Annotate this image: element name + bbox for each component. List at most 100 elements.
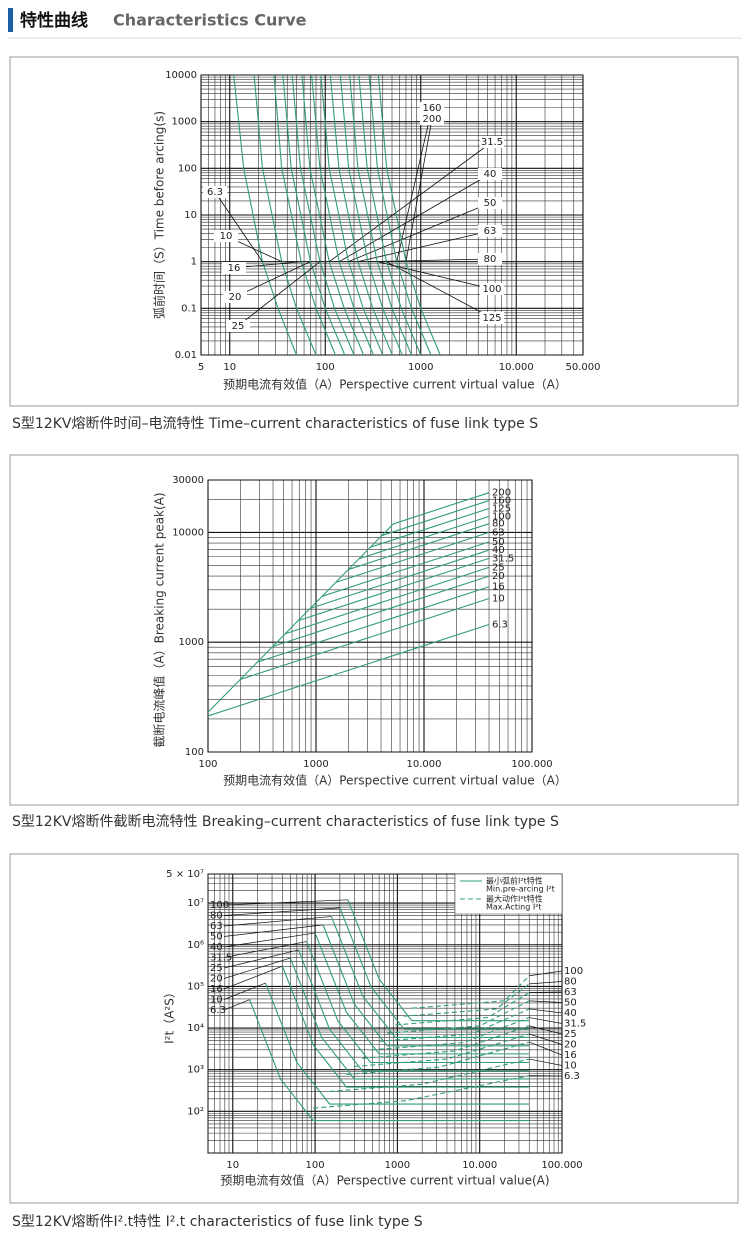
series-label: 80	[492, 519, 505, 530]
label-bg	[223, 291, 247, 303]
leader-line	[223, 941, 307, 958]
series-label: 10	[492, 593, 505, 604]
series-label: 31.5	[564, 1019, 586, 1030]
header-bar	[8, 8, 13, 32]
acting-curve	[329, 1058, 530, 1093]
acting-curve	[395, 992, 530, 1026]
series-label: 80	[210, 911, 223, 922]
y-tick-label: 1000	[172, 117, 197, 128]
x-tick-label: 1000	[408, 362, 433, 373]
curve	[347, 899, 530, 1022]
header-subtitle: Characteristics Curve	[113, 11, 307, 30]
leader-line	[223, 907, 340, 916]
curve	[321, 541, 490, 597]
series-label: 20	[492, 571, 505, 582]
curve	[358, 515, 490, 560]
series-label: 31.5	[210, 953, 232, 964]
series-label: 50	[564, 998, 577, 1009]
curve	[272, 575, 490, 648]
series-label: 80	[484, 254, 497, 265]
leader-line	[223, 999, 250, 1011]
leader-line	[357, 230, 491, 263]
x-tick-label: 1000	[385, 1160, 410, 1171]
series-label: 100	[482, 284, 501, 295]
curve	[265, 982, 530, 1105]
series-label: 16	[492, 582, 505, 593]
leader-line	[223, 949, 299, 969]
series-label: 16	[210, 984, 223, 995]
series-label: 40	[492, 545, 505, 556]
x-axis-label: 预期电流有效值（A）Perspective current virtual va…	[223, 773, 567, 788]
label-bg	[480, 312, 504, 324]
curve	[314, 932, 530, 1055]
y-tick-label: 100	[185, 747, 204, 758]
series-label: 160	[492, 496, 511, 507]
acting-curve	[362, 1025, 530, 1059]
curve	[306, 941, 530, 1064]
y-tick-label: 100	[178, 163, 197, 174]
series-label: 10	[220, 231, 233, 242]
curve	[381, 500, 490, 537]
x-tick-label: 100	[198, 759, 217, 770]
series-label: 25	[492, 562, 505, 573]
x-tick-label: 10.000	[499, 362, 534, 373]
leader-line	[223, 932, 316, 948]
y-tick-label: 10⁷	[187, 898, 204, 909]
series-label: 10	[564, 1061, 577, 1072]
x-axis-label: 预期电流有效值（A）Perspective current virtual va…	[220, 1173, 549, 1188]
x-tick-label: 100	[316, 362, 335, 373]
curve	[249, 999, 530, 1122]
series-label: 20	[210, 974, 223, 985]
leader-line	[396, 107, 433, 262]
curve	[285, 566, 490, 635]
y-tick-label: 5 × 10⁷	[166, 869, 204, 880]
acting-curve	[354, 1033, 530, 1067]
x-tick-label: 10.000	[407, 759, 442, 770]
x-tick-label: 100.000	[541, 1160, 582, 1171]
legend-text: 最大动作I²t特性	[486, 894, 543, 904]
series-label: 50	[492, 537, 505, 548]
label-bg	[480, 283, 504, 295]
header-title: 特性曲线	[20, 10, 88, 31]
x-tick-label: 10	[223, 362, 236, 373]
series-label: 125	[492, 504, 511, 515]
series-label: 100	[210, 900, 229, 911]
leader-line	[223, 924, 324, 937]
series-label: 63	[484, 226, 497, 237]
series-label: 63	[492, 527, 505, 538]
y-tick-label: 10⁶	[187, 940, 204, 951]
plot-border	[207, 479, 533, 753]
curve	[298, 949, 530, 1072]
y-axis-label: 弧前时间（S）Time before arcing(s)	[152, 111, 167, 319]
series-label: 6.3	[492, 619, 508, 630]
chart-frame	[9, 56, 739, 407]
leader-line	[529, 1041, 563, 1056]
y-tick-label: 0.01	[175, 350, 197, 361]
leader-line	[237, 261, 321, 327]
series-label: 25	[210, 963, 223, 974]
leader-line	[529, 1017, 563, 1024]
x-tick-label: 100	[306, 1160, 325, 1171]
curve	[339, 907, 530, 1030]
caption: S型12KV熔断件I².t特性 I².t characteristics of …	[12, 1214, 423, 1230]
series-label: 20	[564, 1040, 577, 1051]
curve	[253, 74, 317, 356]
series-label: 40	[484, 169, 497, 180]
leader-line	[529, 1033, 563, 1045]
leader-line	[214, 191, 263, 262]
series-label: 20	[229, 292, 242, 303]
curve	[335, 531, 490, 583]
acting-curve	[403, 983, 530, 1017]
label-bg	[478, 253, 502, 265]
series-label: 100	[492, 511, 511, 522]
series-label: 25	[232, 321, 245, 332]
label-bg	[420, 102, 444, 114]
chart-frame	[9, 454, 739, 806]
x-tick-label: 5	[198, 362, 204, 373]
x-tick-label: 10.000	[462, 1160, 497, 1171]
curve	[348, 523, 490, 571]
series-label: 6.3	[207, 187, 223, 198]
acting-curve	[313, 1075, 530, 1109]
y-tick-label: 30000	[172, 475, 204, 486]
